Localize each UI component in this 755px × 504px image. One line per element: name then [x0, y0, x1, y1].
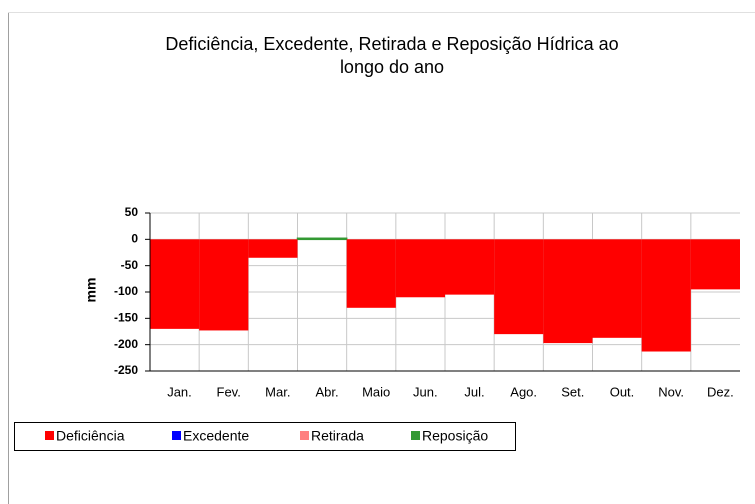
x-tick-label: Jul. — [464, 384, 484, 399]
x-tick-label: Jan. — [167, 384, 192, 399]
area-step — [248, 239, 298, 258]
y-tick-label: -200 — [114, 337, 138, 351]
y-tick-label: 50 — [125, 205, 139, 219]
x-tick-label: Fev. — [217, 384, 241, 399]
x-tick-label: Out. — [610, 384, 635, 399]
legend-label: Excedente — [183, 428, 249, 444]
x-tick-label: Maio — [362, 384, 390, 399]
legend-swatch — [45, 431, 54, 440]
area-step — [395, 239, 445, 298]
x-tick-label: Mar. — [265, 384, 290, 399]
area-step — [199, 239, 249, 331]
area-step — [296, 237, 348, 241]
legend-label: Reposição — [422, 428, 488, 444]
y-tick-label: -50 — [121, 258, 139, 272]
y-axis-label: mm — [83, 278, 99, 303]
x-tick-label: Dez. — [707, 384, 734, 399]
area-step — [690, 239, 740, 290]
x-tick-label: Jun. — [413, 384, 438, 399]
area-step — [592, 239, 642, 338]
x-tick-label: Nov. — [658, 384, 684, 399]
legend-label: Deficiência — [56, 428, 125, 444]
area-step — [543, 239, 593, 344]
x-tick-label: Abr. — [315, 384, 338, 399]
legend-swatch — [411, 431, 420, 440]
legend-label: Retirada — [311, 428, 364, 444]
x-tick-label: Ago. — [510, 384, 537, 399]
x-tick-label: Set. — [561, 384, 584, 399]
legend-swatch — [300, 431, 309, 440]
y-tick-label: -250 — [114, 363, 138, 377]
legend-box — [14, 422, 516, 451]
area-step — [346, 239, 396, 308]
area-step — [494, 239, 544, 335]
y-tick-label: 0 — [131, 232, 138, 246]
chart-title: Deficiência, Excedente, Retirada e Repos… — [165, 34, 618, 77]
area-step — [641, 239, 691, 352]
legend-swatch — [172, 431, 181, 440]
area-step — [150, 239, 200, 329]
area-step — [445, 239, 495, 295]
y-tick-label: -150 — [114, 311, 138, 325]
y-tick-label: -100 — [114, 284, 138, 298]
